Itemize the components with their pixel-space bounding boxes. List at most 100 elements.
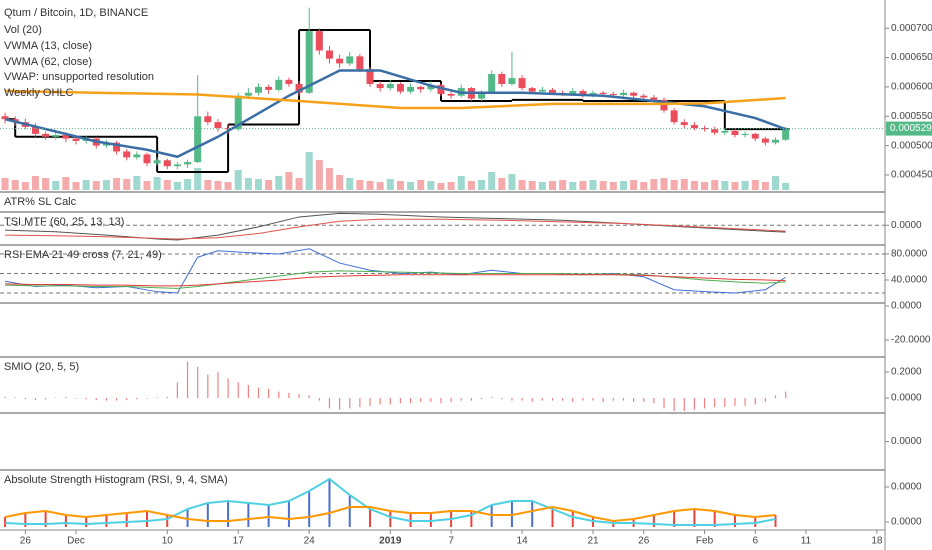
volume-bar [366,181,374,190]
candle-body [619,92,627,96]
x-tick-label: 17 [233,536,245,547]
volume-bar [599,181,607,190]
candle-body [508,78,516,84]
volume-bar [214,181,222,190]
y-tick-label: 0.000700 [891,23,932,34]
candle-body [447,93,455,96]
y-tick-label: 0.0000 [891,301,922,312]
volume-bar [234,170,242,190]
y-tick-label: 0.0000 [891,220,922,231]
x-tick-label: 2019 [379,536,402,547]
candle-body [336,58,344,64]
y-tick-label: 0.000600 [891,82,932,93]
candle-body [741,133,749,136]
volume-bar [731,182,739,190]
x-tick-label: 24 [304,536,316,547]
candle-body [772,139,780,143]
volume-bar [538,182,546,190]
candle-body [548,89,556,93]
volume-bar [690,181,698,190]
candle-body [478,92,486,99]
volume-bar [204,180,212,190]
candle-body [31,126,39,134]
volume-bar [407,182,415,190]
candle-body [640,95,648,98]
volume-bar [11,180,19,190]
candle-body [346,56,354,64]
volume-bar [437,183,445,190]
candle-body [609,93,617,96]
legend-entry: VWAP: unsupported resolution [4,71,154,83]
volume-bar [82,180,90,190]
volume-bar [52,181,60,190]
volume-bar [478,180,486,190]
y-tick-label: 0.2000 [891,367,922,378]
candle-body [265,86,273,90]
volume-bar [386,179,394,190]
indicator-line [4,505,776,523]
volume-bar [589,180,597,190]
volume-bar [609,182,617,190]
panel-title: Absolute Strength Histogram (RSI, 9, 4, … [4,474,228,486]
candle-body [761,138,769,143]
candle-body [173,164,181,167]
volume-bar [265,180,273,190]
volume-bar [772,176,780,190]
candle-body [599,92,607,94]
volume-bar [721,181,729,190]
volume-bar [427,181,435,190]
volume-bar [569,182,577,190]
volume-bar [72,182,80,190]
x-tick-label: 10 [162,536,174,547]
y-tick-label: 0.0000 [891,393,922,404]
candle-body [143,154,151,164]
volume-bar [325,168,333,190]
volume-bar [761,182,769,190]
candle-body [569,91,577,94]
indicator-line [5,89,786,110]
candle-body [427,85,435,90]
candle-body [52,135,60,137]
candle-body [234,95,242,130]
candle-body [660,99,668,111]
candle-body [690,125,698,128]
volume-bar [559,180,567,190]
volume-bar [396,181,404,190]
candle-body [42,133,50,137]
indicator-line [5,218,786,240]
volume-bar [467,181,475,190]
volume-bar [133,176,141,190]
volume-bar [619,181,627,190]
volume-bar [447,182,455,190]
y-tick-label: 0.000550 [891,111,932,122]
last-price-tag [886,121,932,136]
volume-bar [751,180,759,190]
candle-body [721,130,729,133]
volume-bar [417,180,425,190]
volume-bar [143,181,151,190]
volume-bar [528,181,536,190]
candle-body [538,89,546,92]
panel-title: RSI EMA 21 49 cross (7, 21, 49) [4,249,162,261]
y-tick-label: 0.0000 [891,436,922,447]
candle-body [437,85,445,94]
candle-body [113,142,121,152]
last-price-label: 0.000529 [890,123,932,134]
x-tick-label: 18 [871,536,883,547]
candle-body [305,31,313,93]
indicator-line [5,477,776,526]
y-tick-label: 0.0000 [891,517,922,528]
volume-bar [630,180,638,190]
candle-body [275,79,283,90]
volume-bar [741,181,749,190]
volume-bar [356,180,364,190]
y-tick-label: 0.000650 [891,52,932,63]
y-tick-label: -20.0000 [891,335,931,346]
chart-title: Qtum / Bitcoin, 1D, BINANCE [4,7,148,19]
candle-body [731,130,739,136]
candle-body [650,97,658,100]
volume-bar [457,176,465,190]
volume-bar [660,178,668,190]
y-tick-label: 0.000500 [891,140,932,151]
